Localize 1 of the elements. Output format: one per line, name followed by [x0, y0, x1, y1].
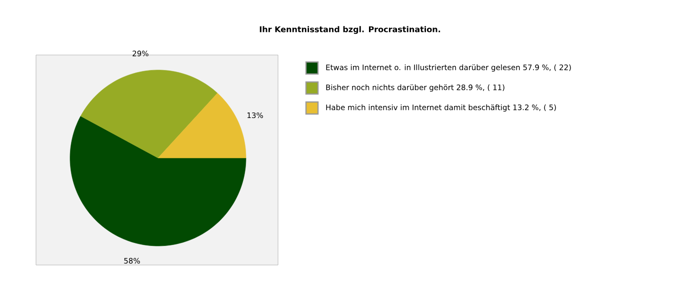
- chart-title: Ihr Kenntnisstand bzgl. Procrastination.: [260, 26, 440, 34]
